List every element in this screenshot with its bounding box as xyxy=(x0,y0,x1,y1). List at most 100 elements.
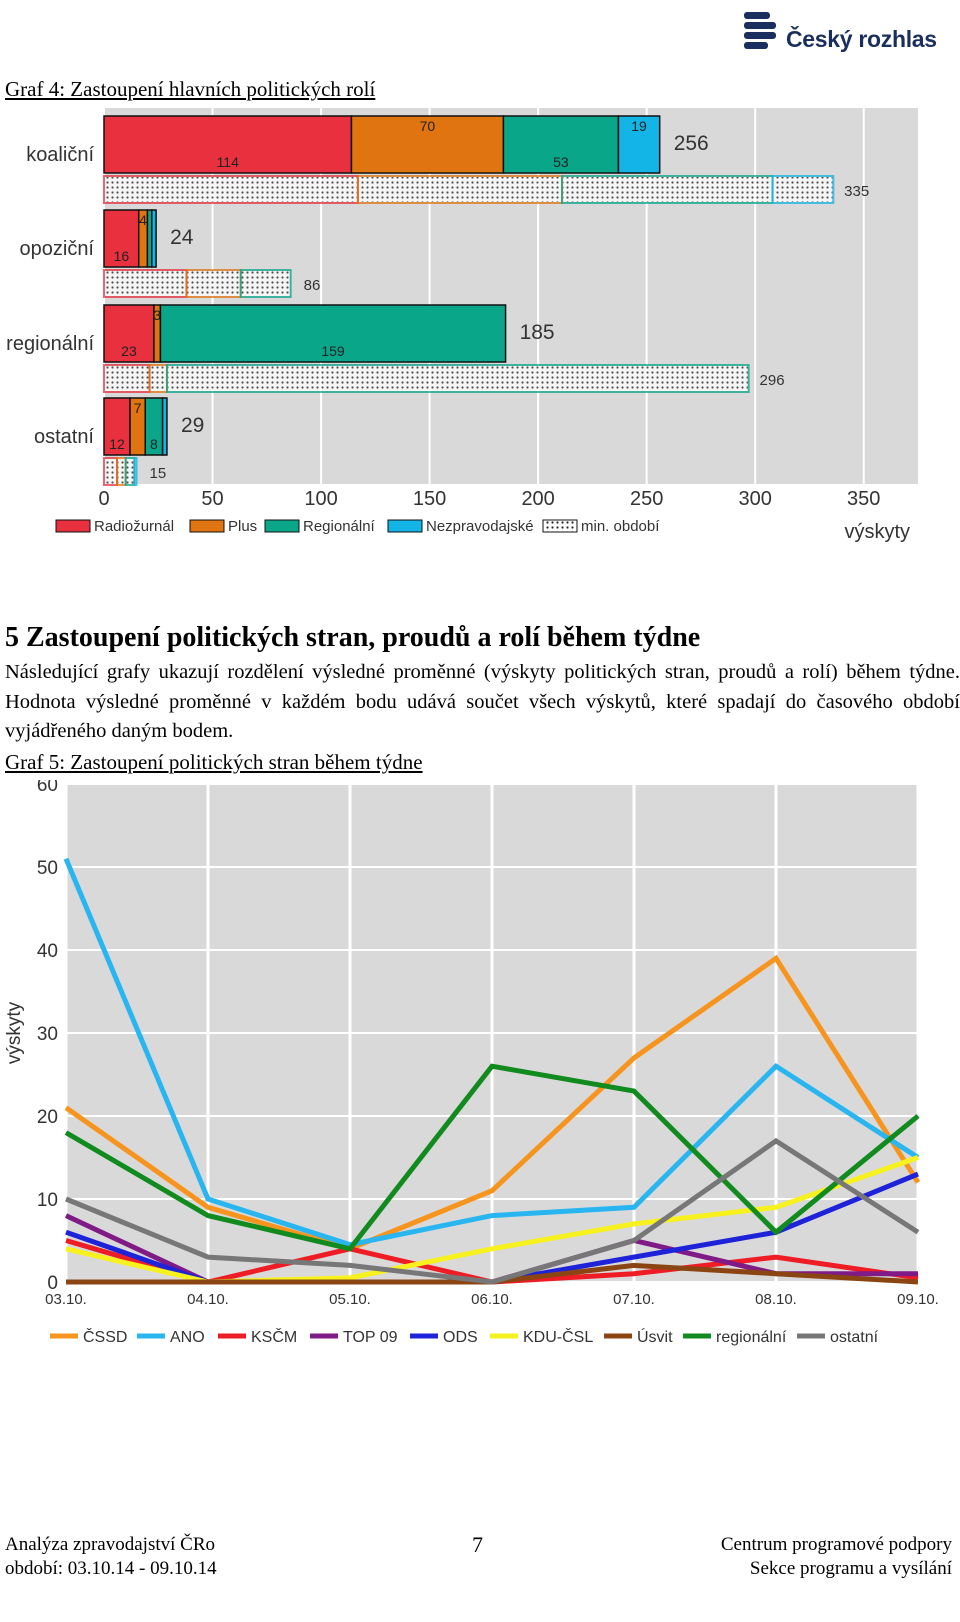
x-tick-label: 08.10. xyxy=(755,1291,797,1308)
graph4-bar-chart: 0 50 100 150 200 250 300 350 koaliční 114 70 53 19 25… xyxy=(6,108,918,543)
previous-period-segment xyxy=(148,364,168,393)
graph5-caption: Graf 5: Zastoupení politických stran běh… xyxy=(5,750,423,774)
category-label: ostatní xyxy=(34,426,94,448)
bar-segment xyxy=(103,115,353,174)
legend-label: TOP 09 xyxy=(343,1329,398,1346)
legend-label: KSČM xyxy=(251,1327,297,1346)
bar-total-label: 24 xyxy=(170,226,194,249)
series-line xyxy=(64,1063,920,1252)
previous-period-segment xyxy=(771,175,835,204)
section-heading: 5 Zastoupení politických stran, proudů a… xyxy=(5,622,701,653)
y-tick-label: 10 xyxy=(37,1190,58,1211)
previous-period-segment xyxy=(103,269,188,298)
segment-label: 53 xyxy=(553,154,569,170)
y-tick-label: 30 xyxy=(37,1024,58,1045)
segment-label: 16 xyxy=(114,248,130,264)
legend-label: ANO xyxy=(170,1329,205,1346)
previous-period-segment xyxy=(133,457,138,486)
x-tick-label: 07.10. xyxy=(613,1291,655,1308)
x-tick-label: 200 xyxy=(521,488,554,510)
legend-label: Plus xyxy=(228,518,257,535)
previous-period-segment xyxy=(116,457,127,486)
bar-segment xyxy=(159,304,507,363)
legend-label: Radiožurnál xyxy=(94,518,174,535)
footer-section: Sekce programu a vysílání xyxy=(749,1558,952,1579)
footer-left: Analýza zpravodajství ČRo období: 03.10.… xyxy=(5,1533,217,1581)
segment-label: 19 xyxy=(631,118,647,134)
bar-segment xyxy=(103,304,155,363)
legend-label: Nezpravodajské xyxy=(426,518,534,535)
bar-segment xyxy=(161,397,168,456)
bar-total-label: 29 xyxy=(181,414,204,437)
legend-label: ostatní xyxy=(830,1329,879,1346)
series-line xyxy=(65,1137,920,1285)
legend-swatch xyxy=(387,519,423,533)
segment-label: 7 xyxy=(134,400,142,416)
series-line xyxy=(63,857,920,1248)
previous-period-segment xyxy=(239,269,292,298)
previous-period-segment xyxy=(103,364,151,393)
segment-label: 114 xyxy=(217,154,240,170)
x-tick-label: 05.10. xyxy=(329,1291,371,1308)
y-tick-label: 50 xyxy=(37,858,58,879)
series-line xyxy=(64,954,921,1252)
y-tick-label: 0 xyxy=(47,1273,58,1294)
previous-period-total: 15 xyxy=(150,465,167,482)
x-tick-label: 100 xyxy=(304,488,337,510)
x-tick-label: 03.10. xyxy=(45,1291,87,1308)
segment-label: 70 xyxy=(420,118,436,134)
legend-label: Regionální xyxy=(303,518,376,535)
graph4-caption: Graf 4: Zastoupení hlavních politických … xyxy=(5,77,376,101)
previous-period-segment xyxy=(103,175,359,204)
segment-label: 3 xyxy=(153,307,161,323)
x-tick-label: 0 xyxy=(98,488,109,510)
legend-swatch xyxy=(189,519,225,533)
previous-period-segment xyxy=(356,175,564,204)
footer-department: Centrum programové podpory xyxy=(720,1534,952,1555)
x-tick-label: 04.10. xyxy=(187,1291,229,1308)
previous-period-segment xyxy=(561,175,774,204)
x-tick-label: 250 xyxy=(630,488,663,510)
y-tick-label: 20 xyxy=(37,1107,58,1128)
y-tick-label: 60 xyxy=(37,780,58,796)
section-paragraph: Následující grafy ukazují rozdělení výsl… xyxy=(5,661,960,742)
bar-segment xyxy=(103,209,140,268)
legend-swatch xyxy=(264,519,300,533)
x-tick-label: 300 xyxy=(739,488,772,510)
previous-period-segment xyxy=(103,457,119,486)
bar-total-label: 185 xyxy=(520,321,555,344)
graph5-line-chart: 0 10 20 30 40 50 60 03.10. 04.10. 05.10. 06.10. 07.… xyxy=(4,780,939,1346)
legend-label: regionální xyxy=(716,1329,787,1346)
legend-label: Úsvit xyxy=(637,1327,673,1346)
footer-period: období: 03.10.14 - 09.10.14 xyxy=(5,1558,217,1579)
category-label: opoziční xyxy=(20,238,95,260)
legend-label: ČSSD xyxy=(83,1327,127,1346)
brand-name: Český rozhlas xyxy=(786,26,937,52)
segment-label: 12 xyxy=(109,436,125,452)
bar-segment xyxy=(103,397,131,456)
category-label: koaliční xyxy=(26,144,94,166)
x-tick-label: 50 xyxy=(201,488,223,510)
segment-label: 8 xyxy=(150,436,158,452)
cesky-rozhlas-logo: Český rozhlas xyxy=(744,10,954,56)
legend-label: min. období xyxy=(581,518,660,535)
segment-label: 4 xyxy=(139,212,147,228)
y-axis-label: výskyty xyxy=(4,1001,25,1064)
footer-report-name: Analýza zpravodajství ČRo xyxy=(5,1534,216,1555)
bar-segment xyxy=(617,115,661,174)
previous-period-segment xyxy=(165,364,750,393)
bar-segment xyxy=(151,209,157,268)
previous-period-total: 86 xyxy=(304,277,321,294)
legend-swatch xyxy=(542,519,578,533)
segment-label: 159 xyxy=(321,343,345,359)
category-label: regionální xyxy=(6,333,94,355)
previous-period-segment xyxy=(124,457,136,486)
page-number: 7 xyxy=(472,1532,483,1557)
x-axis-label: výskyty xyxy=(844,521,910,543)
x-tick-label: 09.10. xyxy=(897,1291,939,1308)
x-tick-label: 350 xyxy=(847,488,880,510)
previous-period-total: 335 xyxy=(844,183,869,200)
footer-right: Centrum programové podpory Sekce program… xyxy=(721,1533,952,1581)
previous-period-segment xyxy=(185,269,242,298)
legend-label: ODS xyxy=(443,1329,478,1346)
